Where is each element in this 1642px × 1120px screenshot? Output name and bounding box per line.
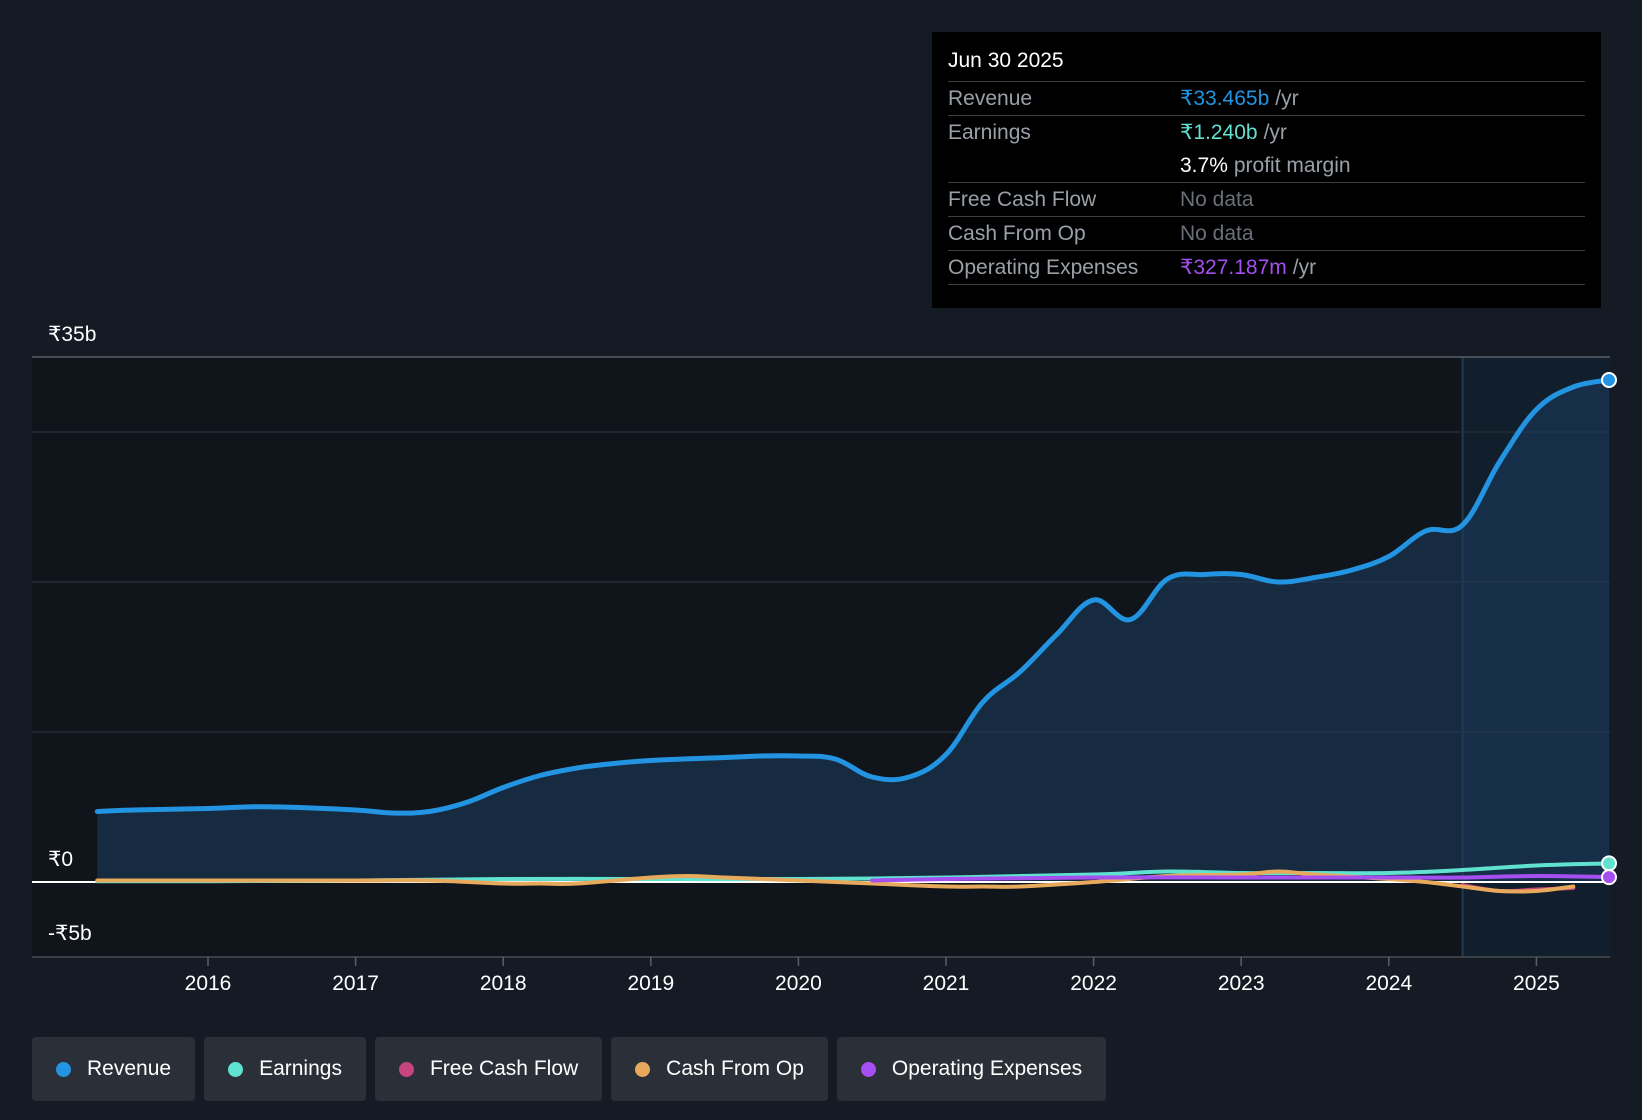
x-tick-label: 2022 [1070,972,1117,995]
legend-dot-icon [56,1061,71,1077]
x-tick-label: 2017 [332,972,379,995]
legend-dot-icon [635,1061,651,1077]
tooltip-date: Jun 30 2025 [948,49,1064,72]
tooltip-row-revenue: Revenue ₹33.465b /yr [948,81,1585,115]
legend-label: Cash From Op [666,1057,804,1080]
tooltip-row-operating-expenses: Operating Expenses ₹327.187m /yr [948,250,1585,285]
tooltip-row-profit-margin: 3.7% profit margin [948,149,1585,182]
revenue-area [97,380,1609,882]
legend-label: Earnings [259,1057,342,1080]
legend-item-operating-expenses[interactable]: Operating Expenses [836,1037,1107,1101]
legend-dot-icon [398,1061,414,1077]
series-endpoints [1601,372,1617,886]
tooltip-label: Revenue [948,86,1033,110]
revenue-endpoint [1601,372,1617,389]
series-lines [94,377,1612,894]
revenue-area [97,380,1609,882]
legend-dot-icon [228,1061,244,1077]
tooltip-label: Free Cash Flow [948,187,1097,211]
tooltip-unit: /yr [1292,256,1317,279]
tooltip-value: 3.7% [1180,153,1228,177]
cash-from-op-line [95,869,1576,894]
tooltip-value: ₹33.465b [1180,87,1270,110]
tooltip-label: Earnings [948,120,1031,144]
tooltip-row-free-cash-flow: Free Cash Flow No data [948,182,1585,216]
tooltip-label: Cash From Op [948,221,1086,245]
legend-item-revenue[interactable]: Revenue [32,1037,196,1101]
y-label-zero: ₹0 [48,848,73,871]
chart-legend: Revenue Earnings Free Cash Flow Cash Fro… [32,1037,1107,1101]
x-tick-label: 2018 [480,972,527,995]
tooltip-unit: profit margin [1233,153,1351,177]
tooltip-unit: /yr [1275,87,1299,110]
legend-item-cash-from-op[interactable]: Cash From Op [611,1037,828,1101]
legend-label: Free Cash Flow [429,1057,579,1080]
operating-expenses-endpoint [1601,869,1617,886]
tooltip-value: ₹327.187m [1180,256,1287,279]
x-tick-label: 2020 [775,972,822,995]
x-tick-label: 2023 [1218,972,1265,995]
tooltip-value: ₹1.240b [1180,121,1258,144]
tooltip-value: No data [1180,221,1254,245]
tooltip-row-cash-from-op: Cash From Op No data [948,216,1585,250]
x-axis-ticks: 2016 2017 2018 2019 2020 2021 2022 2023 2024 2025 [185,957,1560,995]
x-tick-label: 2024 [1365,972,1412,995]
legend-item-earnings[interactable]: Earnings [204,1037,366,1101]
y-label-bottom: -₹5b [48,922,92,945]
y-label-top: ₹35b [48,323,96,346]
operating-expenses-line [870,873,1611,883]
x-tick-label: 2019 [627,972,674,995]
x-tick-label: 2025 [1513,972,1560,995]
tooltip-panel: Jun 30 2025 Revenue ₹33.465b /yr Earning… [932,32,1601,308]
tooltip-label: Operating Expenses [948,255,1139,279]
x-tick-label: 2016 [185,972,232,995]
x-tick-label: 2021 [923,972,970,995]
legend-item-free-cash-flow[interactable]: Free Cash Flow [374,1037,603,1101]
legend-dot-icon [860,1061,876,1077]
revenue-line [94,377,1612,816]
tooltip-unit: /yr [1263,121,1287,144]
earnings-endpoint [1601,855,1617,872]
legend-label: Revenue [87,1057,172,1080]
y-axis-labels: ₹35b ₹0 -₹5b [48,323,96,945]
legend-label: Operating Expenses [891,1057,1083,1080]
tooltip-value: No data [1180,187,1254,211]
tooltip-row-earnings: Earnings ₹1.240b /yr [948,115,1585,149]
